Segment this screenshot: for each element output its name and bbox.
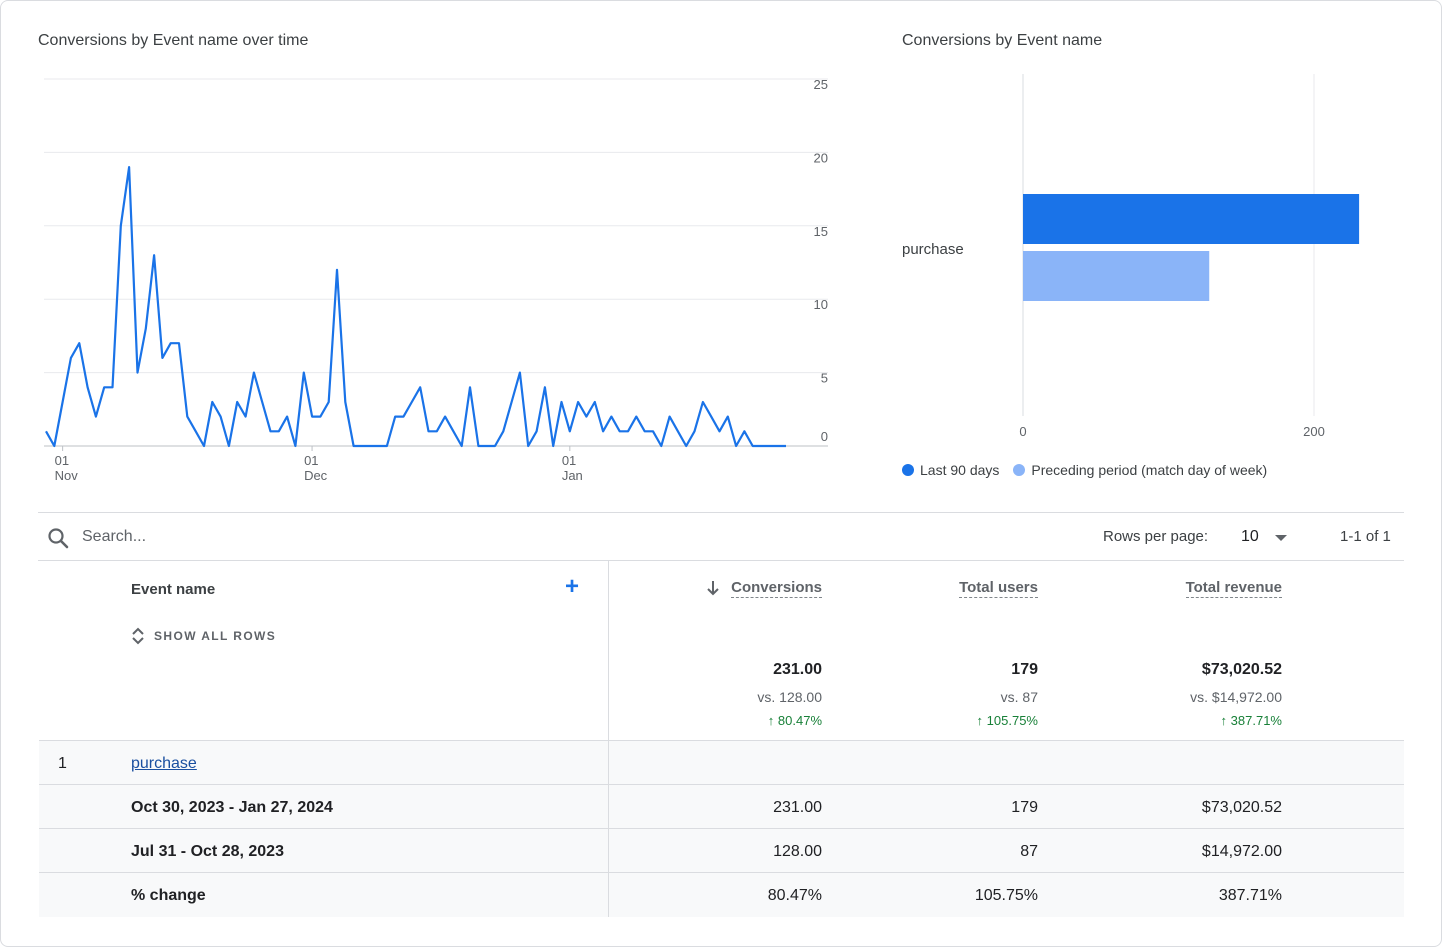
- chevron-down-icon[interactable]: [1275, 535, 1287, 541]
- bar-chart-legend: Last 90 days Preceding period (match day…: [902, 462, 1281, 478]
- column-divider: [608, 741, 609, 917]
- conversions-header[interactable]: Conversions: [731, 579, 822, 598]
- bar-chart-title: Conversions by Event name: [902, 32, 1103, 49]
- users-comparison: vs. 87: [1000, 689, 1038, 705]
- users-change: ↑ 105.75%: [977, 713, 1038, 728]
- conversions-total: 231.00: [773, 661, 822, 678]
- current-period-label: Oct 30, 2023 - Jan 27, 2024: [131, 799, 333, 816]
- table-body: [39, 741, 1404, 917]
- conversions-change-value: 80.47%: [777, 713, 822, 728]
- y-tick-label: 15: [814, 224, 828, 239]
- toolbar-top-divider: [38, 512, 1404, 513]
- conversions-comparison: vs. 128.00: [757, 689, 822, 705]
- row-index: 1: [58, 755, 67, 772]
- column-divider: [608, 561, 609, 917]
- current-conversions: 231.00: [773, 799, 822, 816]
- line-chart-title: Conversions by Event name over time: [38, 32, 309, 49]
- bar-previous: [1023, 251, 1210, 301]
- x-tick-month: Nov: [55, 468, 79, 483]
- rows-per-page-select[interactable]: 10: [1241, 528, 1259, 545]
- conversions-change: ↑ 80.47%: [768, 713, 822, 728]
- previous-revenue: $14,972.00: [1201, 843, 1282, 860]
- pagination-status: 1-1 of 1: [1340, 528, 1391, 545]
- x-tick-day: 01: [304, 453, 318, 468]
- row-divider: [39, 828, 1404, 829]
- legend-label-previous: Preceding period (match day of week): [1031, 462, 1268, 478]
- current-users: 179: [1011, 799, 1038, 816]
- arrow-up-icon: ↑: [767, 713, 778, 728]
- legend-label-current: Last 90 days: [920, 462, 1000, 478]
- arrow-up-icon: ↑: [1220, 713, 1231, 728]
- revenue-change-value: 387.71%: [1230, 713, 1282, 728]
- line-series: [45, 165, 786, 448]
- show-all-rows-button[interactable]: SHOW ALL ROWS: [130, 626, 276, 646]
- bar-current: [1023, 194, 1360, 244]
- row-divider: [39, 740, 1404, 741]
- legend-dot-current: [902, 464, 914, 476]
- arrow-up-icon: ↑: [976, 713, 987, 728]
- y-tick-label: 0: [821, 429, 828, 444]
- previous-users: 87: [1020, 843, 1038, 860]
- users-change-value: 105.75%: [986, 713, 1038, 728]
- rows-per-page-label: Rows per page:: [1103, 528, 1209, 545]
- percent-change-label: % change: [131, 887, 206, 904]
- search-input[interactable]: Search...: [82, 528, 147, 545]
- total-users-header[interactable]: Total users: [959, 579, 1038, 598]
- event-name-header[interactable]: Event name: [131, 581, 216, 598]
- legend-item-current[interactable]: Last 90 days: [902, 462, 999, 478]
- revenue-change: ↑ 387.71%: [1221, 713, 1282, 728]
- x-tick-label: 200: [1303, 424, 1325, 439]
- change-revenue: 387.71%: [1218, 887, 1282, 904]
- table-header-divider: [38, 560, 1404, 561]
- legend-item-previous[interactable]: Preceding period (match day of week): [1013, 462, 1267, 478]
- add-dimension-icon[interactable]: +: [565, 573, 580, 600]
- y-tick-label: 25: [814, 77, 828, 92]
- y-tick-label: 20: [814, 150, 828, 165]
- row-divider: [39, 872, 1404, 873]
- show-all-rows-label: SHOW ALL ROWS: [154, 629, 277, 643]
- current-revenue: $73,020.52: [1201, 799, 1282, 816]
- change-conversions: 80.47%: [767, 887, 822, 904]
- sort-descending-icon[interactable]: [706, 579, 720, 597]
- purchase-link[interactable]: purchase: [131, 755, 197, 772]
- expand-icon: [132, 627, 144, 645]
- users-total: 179: [1011, 661, 1038, 678]
- y-tick-label: 5: [821, 371, 828, 386]
- x-tick-label: 0: [1019, 424, 1026, 439]
- y-tick-label: 10: [814, 297, 828, 312]
- category-label: purchase: [902, 241, 964, 258]
- x-tick-day: 01: [562, 453, 576, 468]
- legend-dot-previous: [1013, 464, 1026, 476]
- previous-conversions: 128.00: [773, 843, 822, 860]
- previous-period-label: Jul 31 - Oct 28, 2023: [131, 843, 284, 860]
- revenue-comparison: vs. $14,972.00: [1190, 689, 1282, 705]
- row-divider: [39, 784, 1404, 785]
- x-tick-month: Dec: [304, 468, 328, 483]
- x-tick-month: Jan: [562, 468, 583, 483]
- revenue-total: $73,020.52: [1201, 661, 1282, 678]
- total-revenue-header[interactable]: Total revenue: [1185, 579, 1282, 598]
- change-users: 105.75%: [974, 887, 1038, 904]
- bar-chart: 0 200 purchase: [902, 74, 1360, 439]
- x-tick-day: 01: [55, 453, 69, 468]
- search-icon[interactable]: [46, 526, 70, 550]
